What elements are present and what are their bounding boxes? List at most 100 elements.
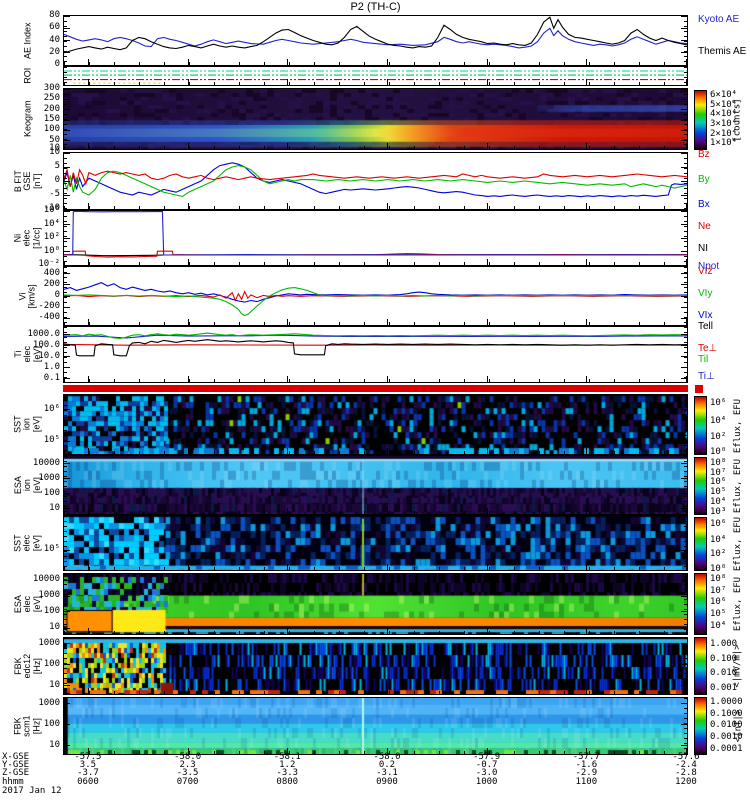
- temperature-ytick-label: 0.1: [43, 372, 60, 383]
- velocity-ytick-label: 0: [54, 290, 60, 300]
- esa-elec-left-ticks: [64, 574, 67, 634]
- esa-elec-ytick-mark: [64, 579, 70, 581]
- sst-elec-hour-tick: [187, 564, 189, 570]
- sst-elec-left-ticks: [64, 516, 67, 570]
- axis-z_gse-value: -3.3: [276, 768, 299, 778]
- bfit-ytick-label: 5: [54, 161, 60, 171]
- ae-index-bottom-ticks: [64, 62, 687, 65]
- sst-ion-hour-tick: [87, 448, 89, 454]
- ae-index-ytick-mark: [681, 64, 687, 66]
- ae-index-ytick-label: 40: [49, 34, 60, 45]
- sst-elec-ylabel: SST elec [eV]: [0, 515, 56, 571]
- flag-panel: [63, 385, 688, 392]
- keogram-ytick-mark: [681, 98, 687, 100]
- fbk-scm1-right-ticks: [684, 698, 687, 754]
- esa-elec-spectrogram: [64, 574, 687, 634]
- density-hour-tick: [686, 259, 687, 265]
- fbk-scm1-ytick-mark: [64, 703, 70, 705]
- fbk-scm1-left-ticks: [64, 698, 67, 754]
- velocity-hour-tick: [486, 319, 488, 325]
- bfit-ytick-mark: [64, 152, 70, 154]
- fbk-scm1-hour-tick: [386, 748, 388, 754]
- colorbar-sst-ion-label: 10²: [710, 431, 727, 442]
- roi-hour-tick: [486, 79, 488, 85]
- colorbar-esa-ion: [694, 457, 707, 515]
- colorbar-esa-elec-label: 10⁸: [710, 573, 727, 584]
- velocity-ytick-mark: [681, 317, 687, 319]
- fbk-scm1-hour-tick: [586, 748, 588, 754]
- colorbar-esa-ion-label: 10⁵: [710, 487, 727, 498]
- esa-elec-hour-tick: [187, 628, 189, 634]
- density-ytick-mark: [681, 264, 687, 266]
- esa-elec-ytick-mark: [681, 627, 687, 629]
- esa-ion-hour-tick: [486, 508, 488, 514]
- esa-elec-hour-tick: [87, 628, 89, 634]
- colorbar-esa-elec-label: 10⁵: [710, 609, 727, 620]
- keogram-ytick-mark: [681, 148, 687, 150]
- colorbar-fbk-scm1-label: 0.0010: [710, 731, 743, 742]
- esa-ion-hour-tick: [686, 508, 687, 514]
- esa-ion-ytick-mark: [681, 508, 687, 510]
- axis-z_gse-value: -3.0: [475, 768, 498, 778]
- sst-elec-spectrogram: [64, 516, 687, 570]
- colorbar-counts-label: 2×10⁴: [710, 128, 738, 139]
- colorbar-fbk-edc12-label: 0.100: [710, 653, 738, 664]
- colorbar-counts-label: 3×10⁴: [710, 119, 738, 129]
- axis-x_gse-value: -57.7: [572, 752, 600, 762]
- fbk-edc12-spectrogram: [64, 638, 687, 694]
- fbk-scm1-hour-tick: [486, 748, 488, 754]
- ae-index-ytick-mark: [64, 64, 70, 66]
- esa-elec-ytick-mark: [64, 611, 70, 613]
- ae-index-ytick-mark: [64, 15, 70, 17]
- colorbar-counts-label: 5×10⁴: [710, 99, 738, 110]
- fbk-edc12-ytick-mark: [681, 664, 687, 666]
- esa-ion-hour-tick: [187, 508, 189, 514]
- temperature-ytick-mark: [64, 345, 70, 347]
- sst-elec-hour-tick: [287, 564, 289, 570]
- sst-ion-hour-tick: [686, 448, 687, 454]
- series-Til: [64, 332, 687, 340]
- bfit-bottom-ticks: [64, 206, 687, 209]
- axis-z_gse-value: -2.9: [575, 768, 598, 778]
- axis-y_gse-value: -0.7: [475, 760, 498, 770]
- axis-row-label: Y-GSE: [2, 760, 30, 770]
- colorbar-sst-ion: [694, 396, 707, 455]
- bfit-panel: [63, 152, 688, 210]
- temperature-ytick-label: 10.0: [38, 350, 60, 361]
- ae-index-ytick-label: 60: [49, 22, 60, 33]
- bfit-hour-tick: [287, 203, 289, 209]
- axis-x_gse-value: -58.0: [373, 752, 401, 762]
- esa-ion-hour-tick: [287, 508, 289, 514]
- temperature-ytick-mark: [681, 345, 687, 347]
- axis-y_gse-value: 0.2: [378, 760, 396, 770]
- esa-elec-right-ticks: [684, 574, 687, 634]
- fbk-scm1-ytick-mark: [681, 703, 687, 705]
- colorbar-esa-elec-label: 10⁶: [710, 597, 727, 608]
- keogram-ytick-mark: [681, 140, 687, 142]
- velocity-ytick-mark: [64, 295, 70, 297]
- ae-index-hour-tick: [686, 59, 687, 65]
- esa-elec-ytick-mark: [681, 595, 687, 597]
- density-plot: [64, 211, 687, 258]
- keogram-ytick-mark: [681, 109, 687, 111]
- velocity-ytick-mark: [681, 306, 687, 308]
- series-By: [64, 165, 687, 197]
- keogram-hour-tick: [686, 143, 687, 149]
- sst-ion-ytick-mark: [64, 440, 70, 442]
- velocity-ytick-label: -200: [38, 301, 60, 312]
- density-panel: [63, 210, 688, 266]
- ae-index-ytick-mark: [681, 52, 687, 54]
- temperature-hour-tick: [287, 376, 289, 382]
- ae-index-hour-tick: [586, 59, 588, 65]
- legend-kyoto-ae: Kyoto AE: [698, 14, 740, 25]
- keogram-ytick-label: 200: [43, 103, 60, 114]
- fbk-scm1-spectrogram: [64, 698, 687, 754]
- bfit-hour-tick: [187, 203, 189, 209]
- sst-elec-hour-tick: [486, 564, 488, 570]
- fbk-edc12-hour-tick: [586, 688, 588, 694]
- esa-elec-hour-tick: [386, 628, 388, 634]
- esa-ion-ytick-mark: [64, 493, 70, 495]
- legend-ti-: Ti⊥: [698, 371, 715, 382]
- temperature-hour-tick: [586, 376, 588, 382]
- series-VIy: [64, 287, 687, 317]
